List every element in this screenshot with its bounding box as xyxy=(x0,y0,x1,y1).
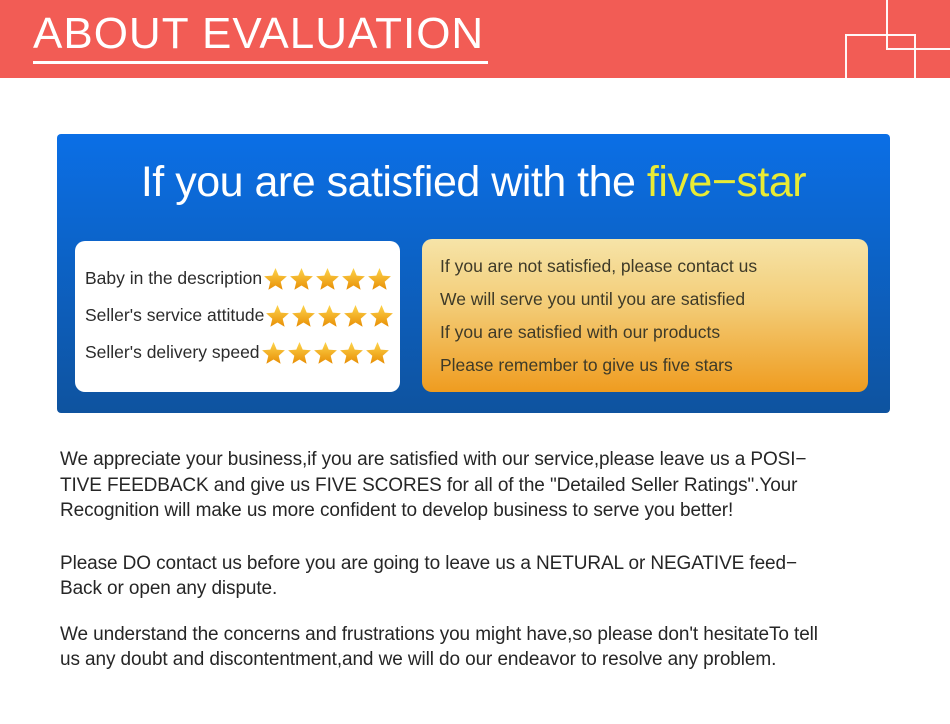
body-paragraph: We understand the concerns and frustrati… xyxy=(60,622,950,673)
star-icon xyxy=(344,304,368,327)
notice-line: If you are not satisfied, please contact… xyxy=(440,256,758,276)
notice-line: We will serve you until you are satisfie… xyxy=(440,289,746,309)
rating-card: Baby in the description Seller's service… xyxy=(75,241,400,392)
notice-line: If you are satisfied with our products xyxy=(440,322,721,342)
satisfaction-panel: If you are satisfied with the five−star … xyxy=(57,134,890,413)
paragraph-line: Back or open any dispute. xyxy=(60,578,278,599)
rating-label: Seller's service attitude xyxy=(85,305,265,325)
rating-row: Seller's service attitude xyxy=(85,297,394,334)
deco-square-icon xyxy=(886,0,950,50)
star-icon xyxy=(365,341,389,364)
star-icon xyxy=(292,304,316,327)
star-icon xyxy=(313,341,337,364)
panel-title: If you are satisfied with the five−star xyxy=(57,134,890,205)
paragraph-line: us any doubt and discontentment,and we w… xyxy=(60,649,777,670)
panel-cards: Baby in the description Seller's service… xyxy=(75,239,868,392)
body-text: We appreciate your business,if you are s… xyxy=(60,447,950,673)
star-icon xyxy=(339,341,363,364)
star-rating xyxy=(264,304,394,328)
star-icon xyxy=(370,304,394,327)
notice-line: Please remember to give us five stars xyxy=(440,355,733,375)
deco-square-icon xyxy=(845,34,916,78)
star-icon xyxy=(316,267,339,290)
panel-title-text: If you are satisfied with the xyxy=(140,158,636,206)
header-bar: ABOUT EVALUATION xyxy=(0,0,950,78)
star-icon xyxy=(266,304,290,327)
rating-row: Baby in the description xyxy=(85,260,391,297)
paragraph-line: Recognition will make us more confident … xyxy=(60,500,734,521)
star-rating xyxy=(262,267,392,291)
paragraph-line: Please DO contact us before you are goin… xyxy=(60,552,797,574)
rating-row: Seller's delivery speed xyxy=(85,334,390,371)
panel-title-highlight: five−star xyxy=(646,158,807,206)
star-icon xyxy=(264,267,287,290)
body-paragraph: Please DO contact us before you are goin… xyxy=(60,551,950,602)
star-icon xyxy=(261,341,285,364)
star-icon xyxy=(287,341,311,364)
body-paragraph: We appreciate your business,if you are s… xyxy=(60,447,950,524)
star-icon xyxy=(290,267,313,290)
paragraph-line: We understand the concerns and frustrati… xyxy=(60,623,818,645)
star-rating xyxy=(260,341,390,365)
star-icon xyxy=(342,267,365,290)
rating-label: Seller's delivery speed xyxy=(85,342,260,362)
notice-card: If you are not satisfied, please contact… xyxy=(422,239,868,392)
star-icon xyxy=(368,267,391,290)
star-icon xyxy=(318,304,342,327)
paragraph-line: We appreciate your business,if you are s… xyxy=(60,449,807,470)
paragraph-line: TIVE FEEDBACK and give us FIVE SCORES fo… xyxy=(60,474,798,496)
page-title: ABOUT EVALUATION xyxy=(33,10,489,64)
rating-label: Baby in the description xyxy=(85,268,263,288)
